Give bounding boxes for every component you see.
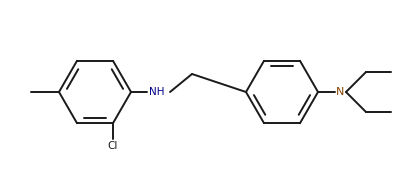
Text: N: N [336,87,344,97]
Text: NH: NH [149,87,164,97]
Text: Cl: Cl [108,141,118,151]
